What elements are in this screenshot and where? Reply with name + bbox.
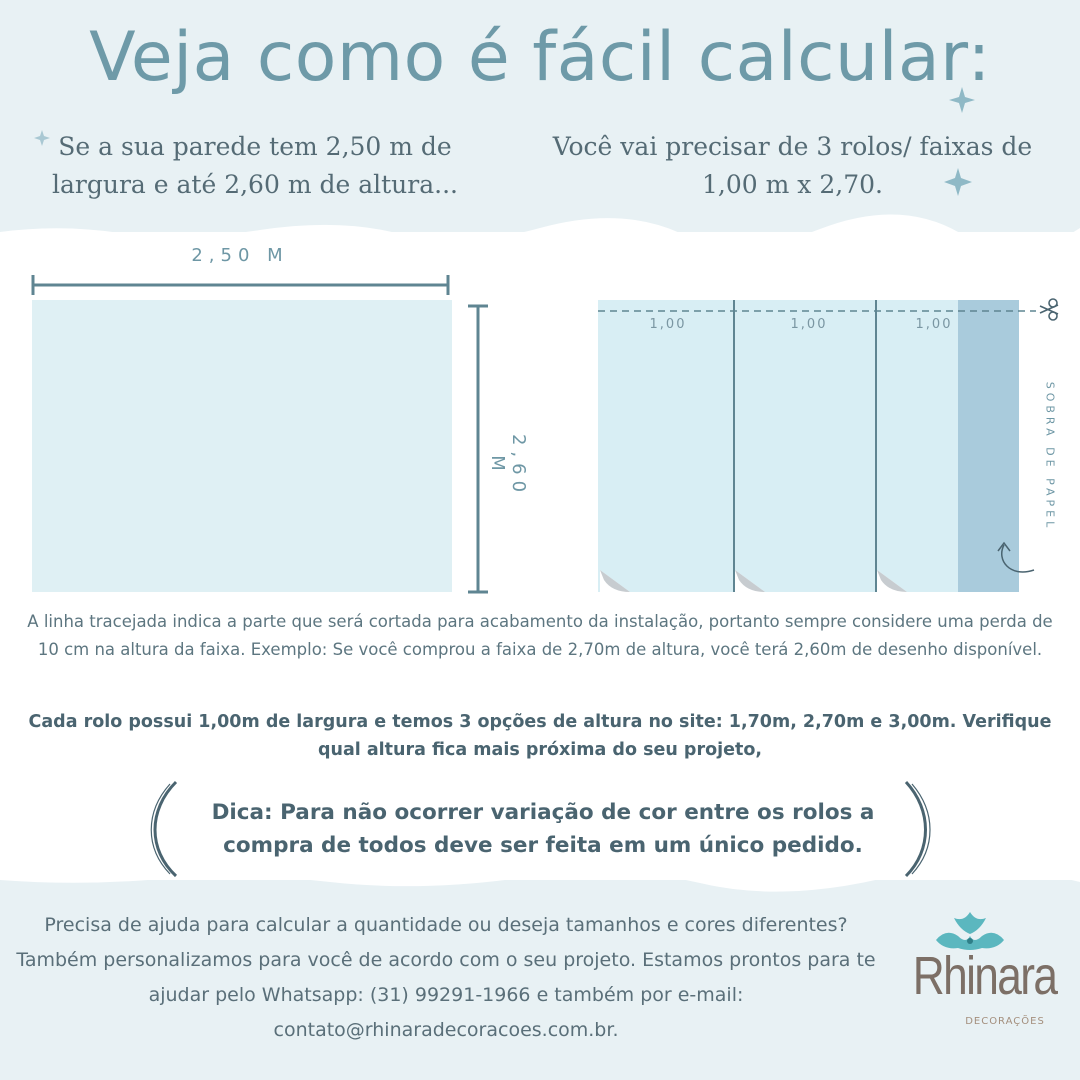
sparkle-icon [34, 87, 975, 196]
scissors-icon [1039, 298, 1059, 321]
rolls-needed-text: Você vai precisar de 3 rolos/ faixas de … [552, 132, 1033, 199]
wallpaper-strip [877, 300, 958, 592]
torn-edge [0, 868, 1080, 892]
tip-bracket-left [153, 780, 178, 878]
strip-width-label: 1,00 [649, 317, 687, 332]
leftover-paper-area [958, 300, 1019, 592]
tip-bracket-right [904, 780, 927, 878]
wallpaper-strip [735, 300, 876, 592]
wall-width-label: 2,50 M [191, 245, 289, 266]
width-dimension-line [31, 275, 450, 295]
brand-logo-name: Rhinara [912, 946, 1058, 1006]
strip-width-label: 1,00 [915, 317, 953, 332]
footer-band [0, 880, 1080, 1080]
strip-width-label: 1,00 [790, 317, 828, 332]
curved-arrow-icon [1001, 544, 1035, 573]
purchase-tip: Dica: Para não ocorrer variação de cor e… [211, 800, 875, 858]
tip-bracket-left [150, 783, 171, 875]
strip-divider [733, 300, 735, 592]
strip-divider [875, 300, 877, 592]
wall-rectangle [32, 300, 452, 592]
brand-logo-tagline: DECORAÇÕES [965, 1016, 1045, 1027]
curved-arrow-icon [997, 541, 1011, 552]
roll-info-note: Cada rolo possui 1,00m de largura e temo… [28, 712, 1052, 760]
torn-edge [0, 214, 1080, 250]
top-band [0, 0, 1080, 232]
peel-corner-icon [600, 570, 907, 592]
wallpaper-strip [598, 300, 734, 592]
tip-bracket-right [911, 783, 931, 875]
contact-help-text: Precisa de ajuda para calcular a quantid… [16, 914, 876, 1041]
rhinara-logo-ornament [936, 912, 1004, 950]
height-dimension-line [468, 304, 488, 594]
cut-line-note: A linha tracejada indica a parte que ser… [27, 612, 1053, 659]
wall-size-text: Se a sua parede tem 2,50 m de largura e … [52, 132, 458, 199]
page-title: Veja como é fácil calcular: [89, 18, 991, 97]
